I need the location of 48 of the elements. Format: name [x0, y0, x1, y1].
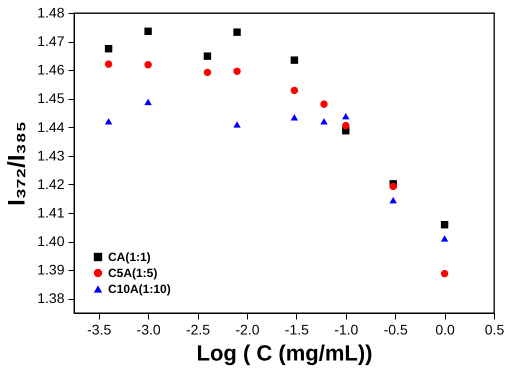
y-tick-label: 1.47 [37, 33, 65, 50]
point [389, 182, 397, 190]
point [144, 98, 152, 106]
legend-label: C10A(1:10) [108, 282, 171, 296]
y-tick-label: 1.48 [37, 4, 65, 20]
point [104, 45, 112, 52]
x-tick-label: -3.5 [87, 322, 112, 338]
y-tick-label: 1.41 [37, 204, 65, 220]
point [320, 100, 328, 108]
y-tick-label: 1.46 [37, 62, 65, 78]
point [440, 235, 448, 242]
point [104, 60, 112, 68]
x-tick-label: 0.0 [435, 322, 456, 338]
point [144, 28, 152, 35]
y-tick-label: 1.45 [37, 90, 65, 106]
y-tick-label: 1.39 [37, 262, 65, 278]
point [342, 112, 350, 120]
y-tick-label: 1.43 [37, 147, 65, 164]
point [204, 52, 212, 60]
point [290, 86, 298, 94]
y-axis-title: I₃₇₂/I₃₈₅ [3, 121, 30, 206]
y-tick-label: 1.38 [37, 290, 65, 306]
point [440, 221, 448, 228]
point [320, 118, 328, 124]
point [233, 28, 241, 36]
x-tick-label: 0.5 [484, 322, 504, 338]
x-tick-label: -2.0 [235, 322, 260, 338]
point [233, 68, 241, 75]
point [342, 122, 350, 130]
x-tick-label: -1.5 [284, 322, 310, 338]
legend-label: C5A(1:5) [108, 266, 158, 280]
point [290, 56, 298, 64]
x-tick-label: -1.0 [334, 322, 359, 338]
point [104, 118, 112, 124]
legend-label: CA(1:1) [108, 250, 151, 264]
point [440, 270, 448, 278]
point [144, 61, 152, 68]
x-axis-title: Log ( C (mg/mL)) [196, 340, 372, 366]
x-tick-label: -2.5 [186, 322, 210, 338]
y-tick-label: 1.40 [37, 233, 65, 250]
x-tick-label: -0.5 [384, 322, 408, 338]
y-tick-label: 1.44 [37, 118, 65, 135]
point [389, 196, 397, 204]
y-tick-label: 1.42 [37, 176, 65, 192]
point [290, 114, 298, 120]
x-tick-label: -3.0 [136, 322, 161, 338]
point [233, 121, 241, 128]
point [204, 68, 212, 76]
